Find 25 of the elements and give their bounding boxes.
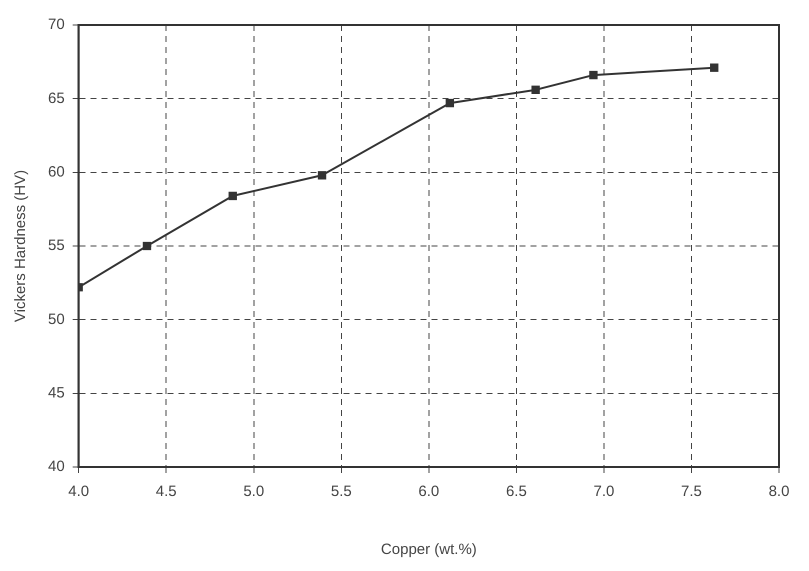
- y-tick-label: 60: [48, 163, 65, 180]
- x-tick-label: 6.0: [418, 483, 440, 500]
- y-tick-label: 55: [48, 237, 65, 254]
- x-tick-label: 6.5: [506, 483, 527, 500]
- y-tick-label: 50: [48, 310, 65, 328]
- x-tick-label: 4.0: [68, 483, 90, 500]
- x-axis-title: Copper (wt.%): [380, 541, 477, 558]
- point: [589, 70, 598, 80]
- point: [446, 98, 454, 108]
- x-tick-label: 4.5: [156, 483, 177, 500]
- x-tick-label: 7.5: [681, 483, 702, 500]
- x-tick-label: 8.0: [768, 483, 790, 500]
- x-tick-label: 5.5: [330, 483, 352, 500]
- x-tick-label: 7.0: [593, 483, 614, 500]
- x-tick-label: 5.0: [243, 483, 264, 500]
- point: [531, 86, 540, 94]
- point: [142, 242, 152, 250]
- point: [318, 171, 326, 180]
- y-tick-label: 65: [48, 90, 65, 107]
- point: [228, 192, 237, 200]
- point: [710, 64, 718, 72]
- y-tick-label: 40: [48, 458, 65, 476]
- y-tick-label: 45: [48, 384, 65, 402]
- y-tick-label: 70: [48, 16, 65, 34]
- y-axis-title: Vickers Hardness (HV): [12, 170, 30, 322]
